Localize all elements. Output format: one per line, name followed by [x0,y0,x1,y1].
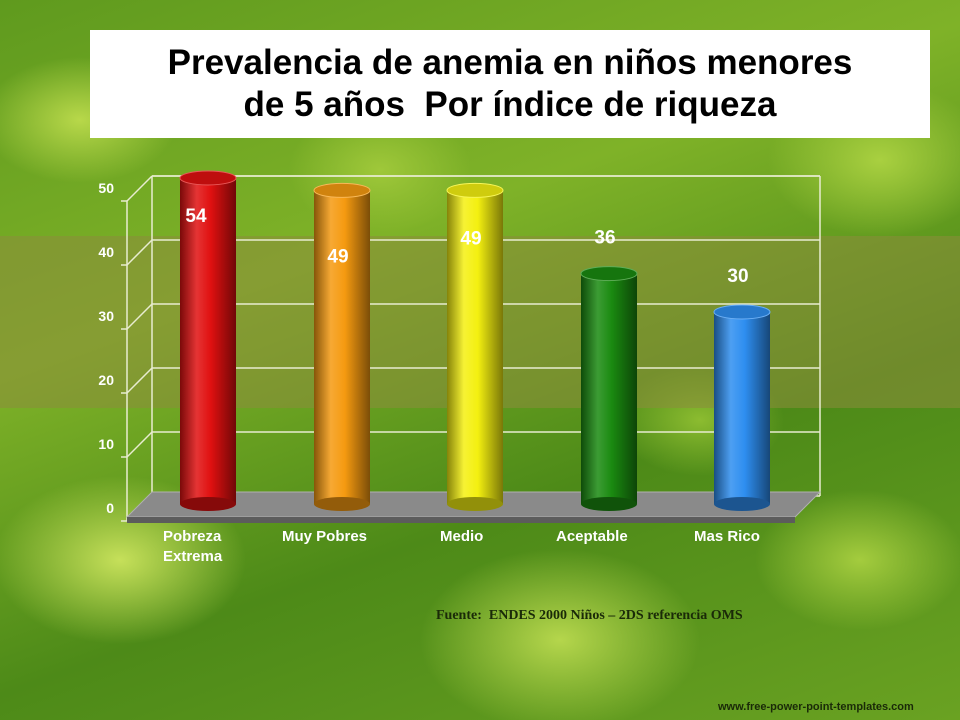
chart-title-line-1: Prevalencia de anemia en niños menores [167,43,853,82]
bar [447,190,503,504]
bar-top [580,266,638,282]
x-tick-label: Mas Rico [694,528,760,545]
x-tick-label: Extrema [163,548,223,565]
gridline-side [126,303,153,330]
y-tick-label: 40 [98,244,114,260]
bar-top [713,304,771,320]
y-tick-label: 30 [98,308,114,324]
data-label: 36 [594,228,615,249]
template-credit: www.free-power-point-templates.com [718,701,914,713]
chart-title-line-2: de 5 años Por índice de riqueza [243,85,777,124]
x-tick-label: Medio [440,528,483,545]
y-tick-label: 20 [98,372,114,388]
bar [314,190,370,504]
data-label: 30 [727,266,748,287]
x-tick-label: Pobreza [163,528,222,545]
data-label: 54 [185,206,207,227]
bar-base [714,497,770,511]
y-tick-label: 0 [106,500,114,516]
gridline-side [126,175,153,202]
bar-top [446,182,504,198]
data-label: 49 [327,246,348,267]
bar-top [313,182,371,198]
x-tick-label: Aceptable [556,528,628,545]
title-box: Prevalencia de anemia en niños menores d… [90,30,930,138]
bar-base [180,497,236,511]
bar-top [179,170,237,186]
data-label: 49 [460,228,481,249]
bar-base [447,497,503,511]
bar [581,273,637,504]
bar [714,312,770,504]
y-tick-label: 50 [98,180,114,196]
chart-floor-edge [127,517,795,523]
bar-base [314,497,370,511]
x-tick-label: Muy Pobres [282,528,367,545]
bar [180,178,236,504]
y-tick-label: 10 [98,436,114,452]
gridline-side [126,239,153,266]
gridline-side [126,367,153,394]
gridline-side [126,431,153,458]
source-note: Fuente: ENDES 2000 Niños – 2DS referenci… [436,608,743,623]
bar-base [581,497,637,511]
